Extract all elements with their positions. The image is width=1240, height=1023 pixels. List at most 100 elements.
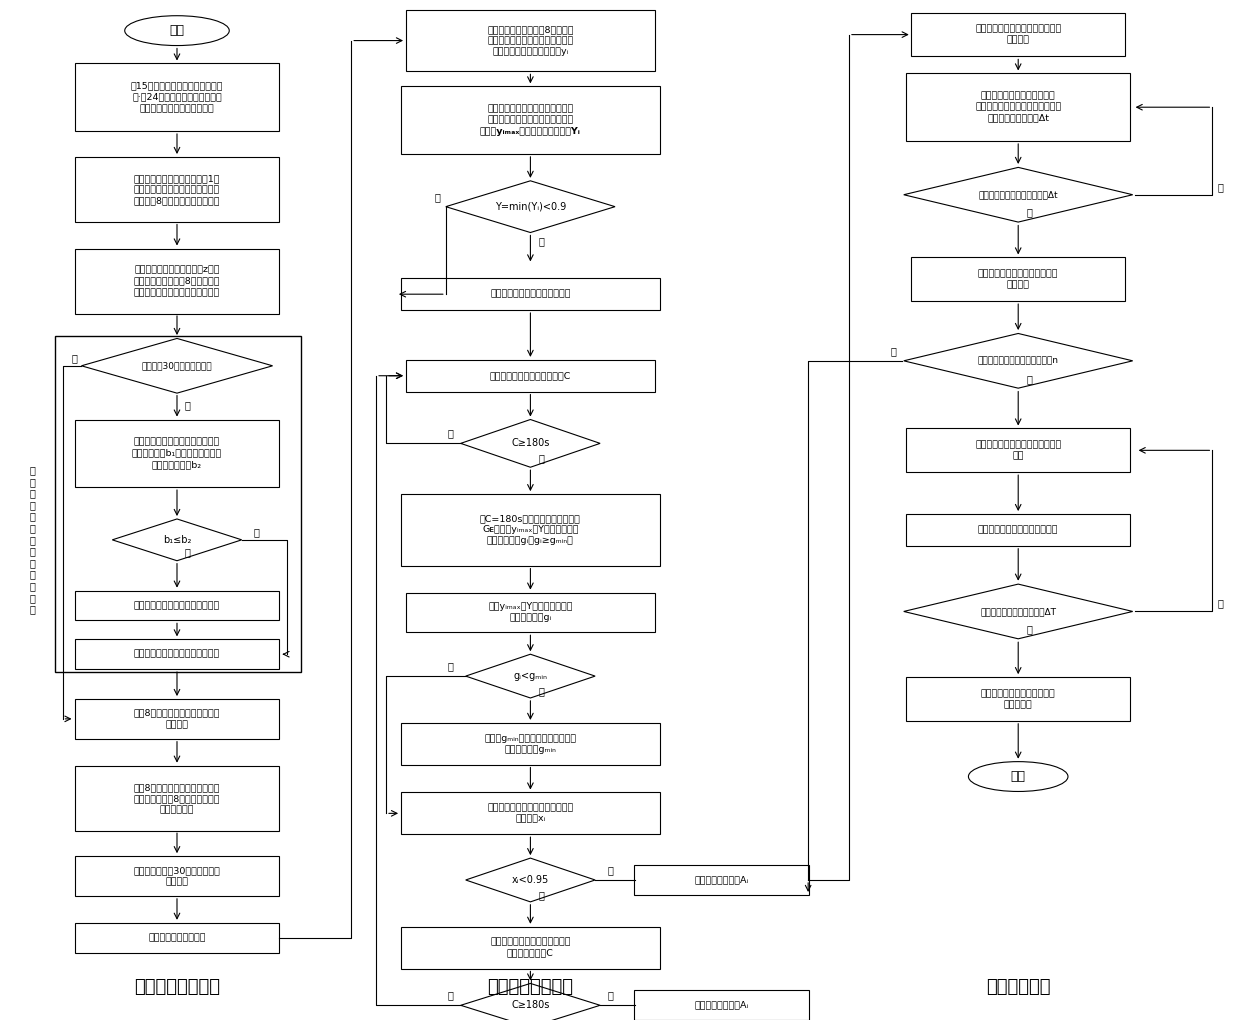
Text: 是: 是: [608, 865, 613, 875]
Bar: [635, 865, 808, 895]
Text: 采用信号配时方案Aᵢ: 采用信号配时方案Aᵢ: [694, 1000, 749, 1010]
Text: 是: 是: [538, 453, 544, 463]
Text: 否: 否: [448, 429, 454, 439]
Text: b₁≤b₂: b₁≤b₂: [162, 535, 191, 545]
Text: 采用韦伯斯特法计算信号周期C: 采用韦伯斯特法计算信号周期C: [490, 371, 572, 381]
Text: 按饱和度调整算法调整信号配时
方案，重新计算C: 按饱和度调整算法调整信号配时 方案，重新计算C: [490, 937, 570, 958]
Text: 完成初步控制时段的所有相位配时
方案计算: 完成初步控制时段的所有相位配时 方案计算: [975, 25, 1061, 45]
Polygon shape: [461, 983, 600, 1023]
Text: 否: 否: [72, 353, 77, 363]
Text: 否: 否: [448, 661, 454, 671]
Ellipse shape: [968, 762, 1068, 792]
Bar: [401, 494, 660, 566]
Bar: [74, 699, 279, 739]
Polygon shape: [466, 655, 595, 698]
Bar: [405, 592, 655, 632]
Text: 否: 否: [448, 990, 454, 1000]
Text: 计算该时间片段与前一个时间片段
边界流量差值b₁和与后一个时间片
段边界流量差值b₂: 计算该时间片段与前一个时间片段 边界流量差值b₁和与后一个时间片 段边界流量差值…: [131, 438, 222, 469]
Bar: [74, 923, 279, 952]
Text: 把相同流向属性的车道划分为1个
车道组，计算车道组平均单车道流
量，确定8个控制流向的流量序列: 把相同流向属性的车道划分为1个 车道组，计算车道组平均单车道流 量，确定8个控制…: [134, 174, 221, 206]
Text: 合并后的时段个数少于限定个数n: 合并后的时段个数少于限定个数n: [977, 356, 1059, 365]
Text: 是: 是: [608, 990, 613, 1000]
Bar: [401, 86, 660, 153]
Bar: [911, 12, 1125, 56]
Bar: [401, 723, 660, 764]
Polygon shape: [446, 181, 615, 232]
Text: 确定新时段划分和对应的相位配时
方案: 确定新时段划分和对应的相位配时 方案: [975, 440, 1061, 460]
Text: xᵢ<0.95: xᵢ<0.95: [512, 875, 549, 885]
Text: 是: 是: [1027, 208, 1032, 218]
Text: 否: 否: [1218, 182, 1223, 191]
Text: 小
于
最
小
时
段
的
时
间
片
段
处
理: 小 于 最 小 时 段 的 时 间 片 段 处 理: [30, 465, 36, 615]
Text: 根据8个控制流向不同流量等级的
时间片段边界对8个控制流向时间
片段进行合并: 根据8个控制流向不同流量等级的 时间片段边界对8个控制流向时间 片段进行合并: [134, 783, 221, 814]
Bar: [74, 63, 279, 131]
Text: 根据时段合并规则执行相邻控制
时段合并: 根据时段合并规则执行相邻控制 时段合并: [978, 269, 1059, 290]
Bar: [401, 793, 660, 834]
Text: 该时间片段与后一个时间片段合并: 该时间片段与后一个时间片段合并: [134, 650, 221, 659]
Polygon shape: [904, 333, 1132, 388]
Polygon shape: [904, 168, 1132, 222]
Text: 根据相位绿灯时间计算各控制流向
的饱和度xᵢ: 根据相位绿灯时间计算各控制流向 的饱和度xᵢ: [487, 803, 574, 824]
Text: 控制时段初步划分: 控制时段初步划分: [134, 978, 219, 996]
Text: 按时间顺序对相邻时段的相位
配时方案进行两两比较，设定时段
合并的周期差值阈值Δt: 按时间顺序对相邻时段的相位 配时方案进行两两比较，设定时段 合并的周期差值阈值Δ…: [975, 92, 1061, 123]
Bar: [405, 10, 655, 72]
Text: 是: 是: [185, 401, 191, 410]
Bar: [401, 927, 660, 969]
Ellipse shape: [125, 15, 229, 46]
Text: 信号相位配时计算: 信号相位配时计算: [487, 978, 573, 996]
Text: 否: 否: [538, 236, 544, 247]
Bar: [74, 249, 279, 314]
Text: 开始: 开始: [170, 25, 185, 37]
Text: 按相位组合优选规则依次计算每个
相位组合所包含控制流向中的关键
负荷量yᵢₘₐₓ以及关键负荷量总和Yᵢ: 按相位组合优选规则依次计算每个 相位组合所包含控制流向中的关键 负荷量yᵢₘₐₓ…: [480, 104, 580, 136]
Bar: [74, 766, 279, 831]
Text: gᵢ<gₘᵢₙ: gᵢ<gₘᵢₙ: [513, 671, 547, 681]
Text: 小于最小时段（30分钟）的时间
片段处理: 小于最小时段（30分钟）的时间 片段处理: [134, 865, 221, 886]
Bar: [906, 74, 1130, 141]
Text: 否: 否: [538, 890, 544, 900]
Text: 以15分钟流量统计值为单个数据形
成·天24小时各车道的流量序列，
对不正常数据值进行噪点处理: 以15分钟流量统计值为单个数据形 成·天24小时各车道的流量序列， 对不正常数据…: [130, 82, 223, 113]
Text: 是: 是: [538, 686, 544, 696]
Bar: [906, 514, 1130, 546]
Bar: [401, 278, 660, 310]
Text: 形成8个控制流向不同流量等级的
时间片段: 形成8个控制流向不同流量等级的 时间片段: [134, 709, 221, 729]
Text: 是: 是: [435, 191, 440, 202]
Text: 以各控制流向饱和流量占比z作为
划分区间参照值，对8个流向不同
流量等级的时间片段进行初步划分: 以各控制流向饱和流量占比z作为 划分区间参照值，对8个流向不同 流量等级的时间片…: [134, 266, 221, 297]
Text: 与现状信号控制时段方案做对比: 与现状信号控制时段方案做对比: [978, 526, 1059, 534]
Bar: [55, 336, 301, 672]
Text: 否: 否: [1027, 373, 1032, 384]
Bar: [906, 429, 1130, 473]
Polygon shape: [904, 584, 1132, 638]
Text: 是: 是: [185, 546, 191, 557]
Bar: [405, 360, 655, 392]
Bar: [74, 639, 279, 669]
Polygon shape: [113, 519, 242, 561]
Polygon shape: [82, 339, 273, 393]
Text: 存在少于30分钟的时间片段: 存在少于30分钟的时间片段: [141, 361, 212, 370]
Text: 完成初步控制时段划分: 完成初步控制时段划分: [149, 933, 206, 942]
Text: 优化交叉口车道功能和渠化设计: 优化交叉口车道功能和渠化设计: [490, 290, 570, 299]
Bar: [74, 419, 279, 487]
Bar: [74, 856, 279, 896]
Bar: [74, 590, 279, 620]
Text: 根据yᵢₘₐₓ与Y了的比位计算各
相位绿灯时间gᵢ: 根据yᵢₘₐₓ与Y了的比位计算各 相位绿灯时间gᵢ: [489, 603, 573, 623]
Text: Y=min(Yᵢ)<0.9: Y=min(Yᵢ)<0.9: [495, 202, 565, 212]
Text: 方案闭环校验: 方案闭环校验: [986, 978, 1050, 996]
Text: 换算已划分的各个时段8个控制流
向的小时设计流量，并计算每个时
段里各个控制流向的负荷量yᵢ: 换算已划分的各个时段8个控制流 向的小时设计流量，并计算每个时 段里各个控制流向…: [487, 25, 574, 56]
Bar: [635, 990, 808, 1020]
Text: 形成信号配时方案Aᵢ: 形成信号配时方案Aᵢ: [694, 876, 749, 885]
Text: 结束: 结束: [1011, 770, 1025, 783]
Polygon shape: [466, 858, 595, 902]
Bar: [911, 258, 1125, 301]
Text: C≥180s: C≥180s: [511, 1000, 549, 1011]
Text: 对应时段开始时间差值小于ΔT: 对应时段开始时间差值小于ΔT: [980, 607, 1056, 616]
Text: 否: 否: [254, 527, 259, 537]
Polygon shape: [461, 419, 600, 468]
Text: C≥180s: C≥180s: [511, 439, 549, 448]
Text: 把小于gₘᵢₙ的相位绿灯时间调整为
最小绿灯时间gₘᵢₙ: 把小于gₘᵢₙ的相位绿灯时间调整为 最小绿灯时间gₘᵢₙ: [485, 733, 577, 754]
Text: 是: 是: [890, 346, 897, 356]
Text: 取C=180s计算相位有效绿灯时间
Gᴇ，根据yᵢₘₐₓ与Y的比值计算各
相位绿灯时间gᵢ（gᵢ≥gₘᵢₙ）: 取C=180s计算相位有效绿灯时间 Gᴇ，根据yᵢₘₐₓ与Y的比值计算各 相位绿…: [480, 515, 580, 545]
Text: 该时间片段与前一个时间片段合并: 该时间片段与前一个时间片段合并: [134, 601, 221, 610]
Bar: [906, 677, 1130, 721]
Text: 否: 否: [1218, 598, 1223, 609]
Text: 完成时段划分和相位配时方案
调整和校验: 完成时段划分和相位配时方案 调整和校验: [981, 688, 1055, 709]
